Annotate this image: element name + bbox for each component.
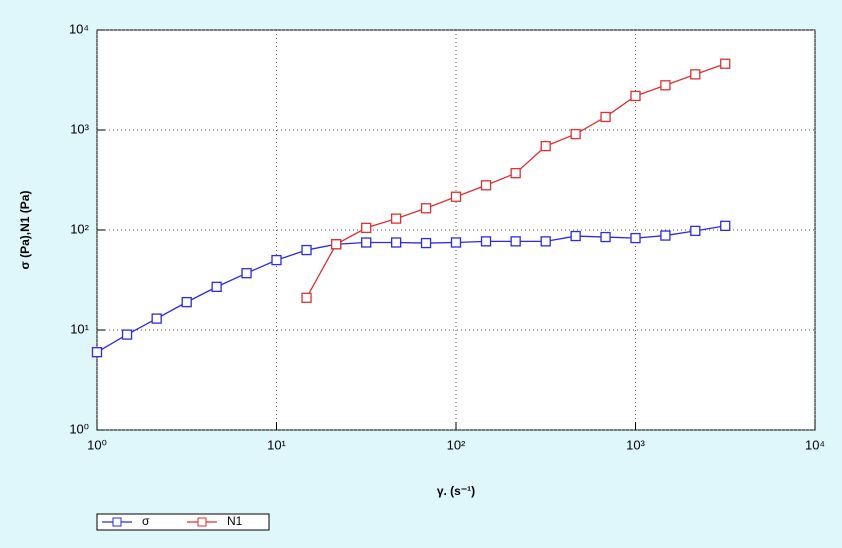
marker [510,168,521,179]
marker [91,347,103,358]
marker [390,237,402,248]
marker [121,329,133,340]
marker [331,239,342,250]
marker [390,213,402,224]
marker [570,128,581,140]
marker [540,236,551,247]
marker [181,296,192,308]
marker [480,180,492,191]
x-tick-label: 10² [447,437,466,452]
marker [480,236,492,247]
x-tick-label: 10¹ [267,437,286,452]
marker [600,231,611,243]
legend-label: σ [142,514,150,528]
y-tick-label: 10² [70,221,89,236]
marker [241,268,252,279]
marker [151,313,162,324]
marker [301,292,312,303]
marker [361,237,372,248]
marker [450,237,462,248]
marker [630,90,641,102]
marker [660,230,671,241]
legend-label: N1 [227,514,243,528]
marker [660,80,671,91]
marker [301,244,312,256]
marker [720,220,731,232]
marker [630,232,641,244]
marker [690,225,701,237]
marker [600,111,611,123]
marker [720,58,731,69]
marker [211,281,222,293]
marker [570,230,581,242]
marker [540,140,551,152]
marker [450,191,462,202]
marker [271,254,282,266]
y-tick-label: 10⁴ [69,21,89,36]
marker [690,69,701,80]
y-axis-label: σ (Pa),N1 (Pa) [18,191,32,270]
marker [420,237,432,249]
x-tick-label: 10⁰ [87,437,107,452]
marker [420,203,432,214]
x-tick-label: 10³ [626,437,645,452]
legend-marker [197,517,207,527]
marker [361,222,372,234]
legend-marker [112,517,122,527]
legend [96,513,270,531]
y-tick-label: 10³ [70,121,89,136]
marker [510,236,521,247]
y-tick-label: 10⁰ [69,421,89,436]
series-line [96,225,726,353]
x-axis-label: γ. (s⁻¹) [437,484,475,498]
x-tick-label: 10⁴ [805,437,825,452]
y-tick-label: 10¹ [70,321,89,336]
